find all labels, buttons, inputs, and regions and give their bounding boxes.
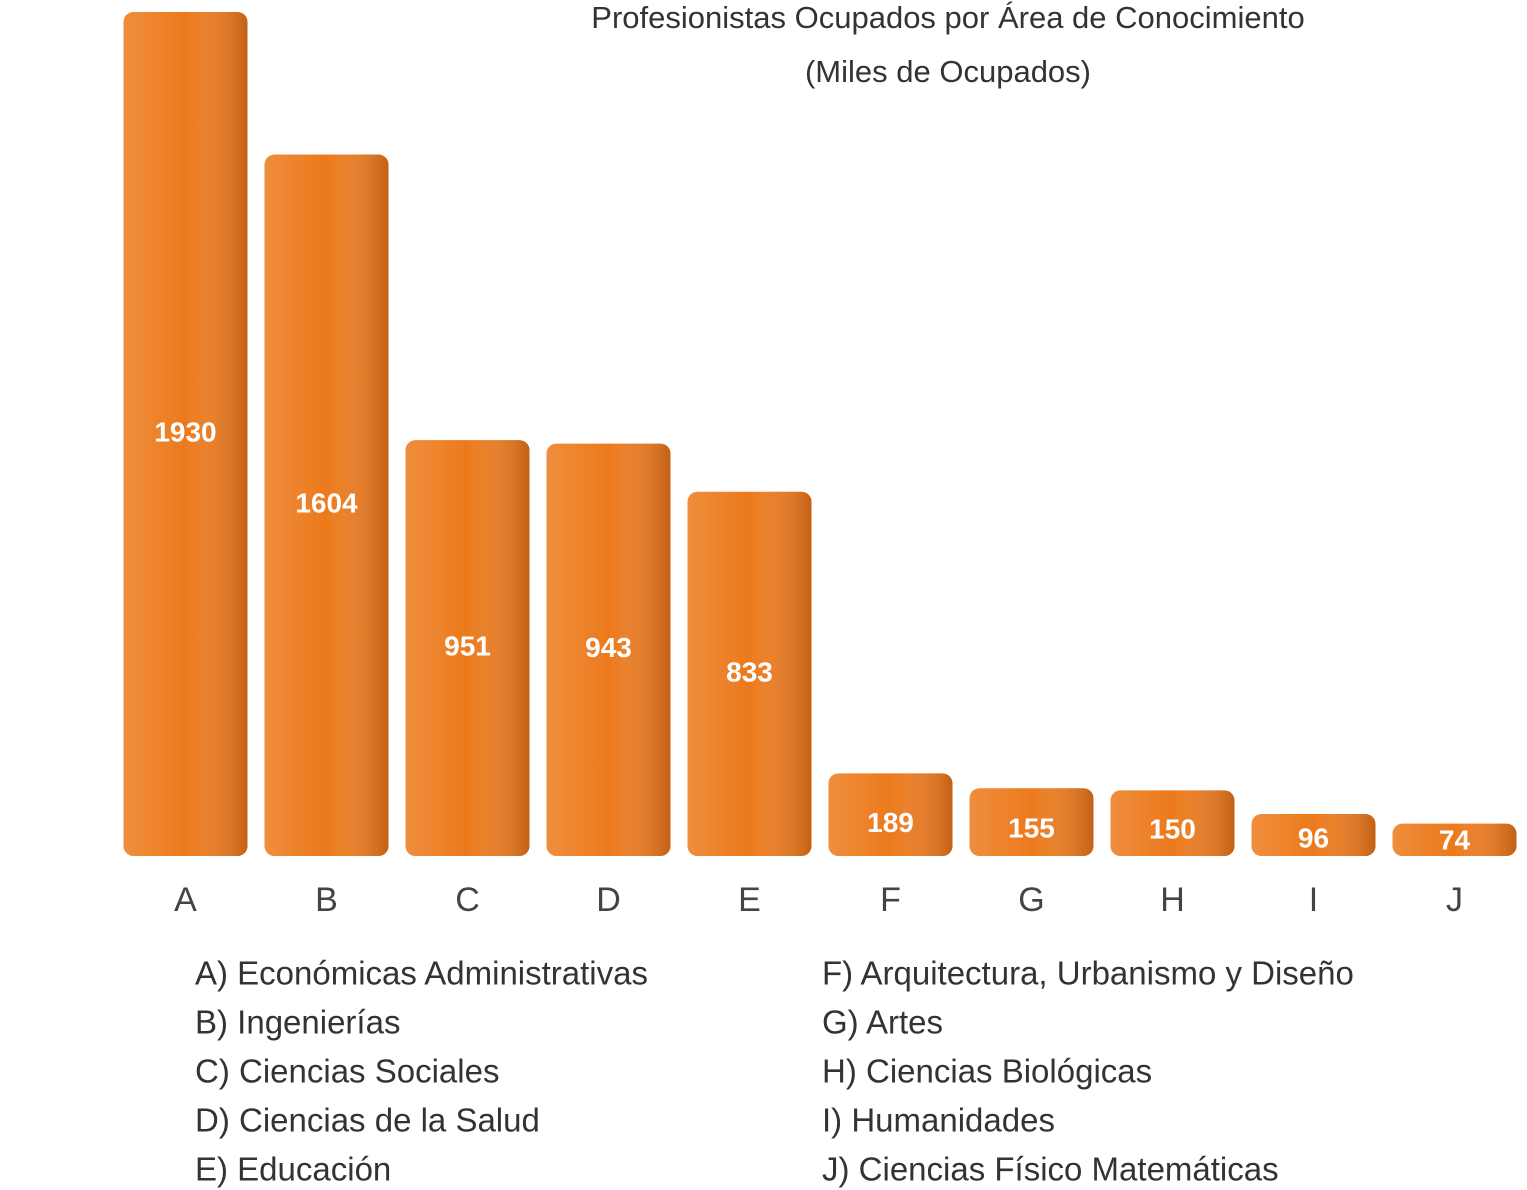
value-label: 951: [444, 630, 491, 661]
legend-item: C) Ciencias Sociales: [195, 1053, 499, 1090]
bar-shade: [123, 12, 248, 856]
value-label: 833: [726, 656, 773, 687]
legend-item: H) Ciencias Biológicas: [822, 1053, 1152, 1090]
value-label: 189: [867, 807, 914, 838]
value-label: 155: [1008, 813, 1055, 844]
legend-item: B) Ingenierías: [195, 1004, 400, 1041]
legend-item: E) Educación: [195, 1151, 391, 1188]
chart-subtitle: (Miles de Ocupados): [805, 54, 1091, 89]
value-label: 1604: [295, 488, 358, 519]
x-tick-label: D: [596, 881, 621, 919]
legend-item: F) Arquitectura, Urbanismo y Diseño: [822, 955, 1354, 992]
value-label: 74: [1439, 824, 1471, 855]
value-label: 150: [1149, 813, 1196, 844]
legend-item: D) Ciencias de la Salud: [195, 1102, 540, 1139]
x-tick-label: B: [315, 881, 338, 919]
x-tick-label: A: [174, 881, 197, 919]
legend-item: A) Económicas Administrativas: [195, 955, 648, 992]
bar-shade: [969, 788, 1094, 856]
bar-shade: [1251, 814, 1376, 856]
value-label: 943: [585, 632, 632, 663]
legend-item: J) Ciencias Físico Matemáticas: [822, 1151, 1279, 1188]
bar-shade: [546, 443, 671, 856]
value-label: 96: [1298, 822, 1329, 853]
bar-shade: [687, 491, 812, 856]
bar-shade: [1392, 823, 1517, 856]
x-tick-label: E: [738, 881, 761, 919]
x-tick-label: C: [455, 881, 480, 919]
bar-shade: [828, 773, 953, 856]
x-tick-label: I: [1309, 881, 1318, 919]
x-tick-label: J: [1446, 881, 1463, 919]
x-tick-label: H: [1160, 881, 1185, 919]
bar-shade: [1110, 790, 1235, 856]
value-label: 1930: [154, 416, 216, 447]
chart-title: Profesionistas Ocupados por Área de Cono…: [591, 0, 1304, 35]
legend-item: G) Artes: [822, 1004, 943, 1041]
bar-shade: [264, 154, 389, 857]
legend-item: I) Humanidades: [822, 1102, 1055, 1139]
x-tick-label: F: [880, 881, 901, 919]
x-tick-label: G: [1018, 881, 1044, 919]
bar-shade: [405, 440, 530, 856]
